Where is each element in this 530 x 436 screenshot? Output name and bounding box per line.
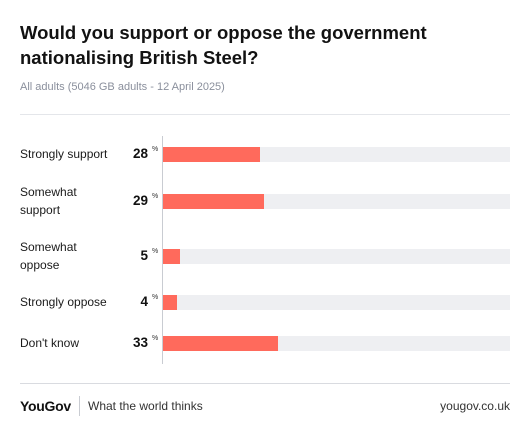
- bar-track: [163, 146, 510, 162]
- footer-tagline: What the world thinks: [88, 399, 203, 413]
- bar-track: [163, 335, 510, 351]
- bar: [163, 146, 261, 162]
- top-divider: [20, 114, 510, 115]
- bar-track: [163, 248, 510, 264]
- bar-row: Somewhat support 29%: [0, 181, 530, 221]
- bar-row: Strongly support 28%: [0, 134, 530, 174]
- category-label: Somewhat support: [20, 185, 77, 217]
- yougov-logo: YouGov: [20, 398, 71, 414]
- category-label: Somewhat oppose: [20, 240, 77, 272]
- chart-subtitle: All adults (5046 GB adults - 12 April 20…: [20, 81, 225, 93]
- bar-row: Don't know 33%: [0, 323, 530, 363]
- percent-sign: %: [152, 146, 159, 153]
- value-label: 33: [132, 335, 148, 350]
- footer-site-link[interactable]: yougov.co.uk: [440, 399, 510, 413]
- bar-row: Somewhat oppose 5%: [0, 236, 530, 276]
- chart-title: Would you support or oppose the governme…: [20, 22, 427, 68]
- percent-sign: %: [152, 335, 159, 342]
- bar-track: [163, 193, 510, 209]
- y-axis-line: [162, 136, 163, 364]
- category-label: Don't know: [20, 336, 79, 350]
- percent-sign: %: [152, 248, 159, 255]
- footer-divider: [20, 383, 510, 384]
- footer-separator: [79, 396, 80, 416]
- value-label: 29: [132, 193, 148, 208]
- category-label: Strongly oppose: [20, 295, 107, 309]
- category-label: Strongly support: [20, 147, 108, 161]
- bar: [163, 294, 177, 310]
- bar-row: Strongly oppose 4%: [0, 282, 530, 322]
- value-label: 5: [140, 248, 148, 263]
- percent-sign: %: [152, 193, 159, 200]
- percent-sign: %: [152, 294, 159, 301]
- bar: [163, 193, 264, 209]
- value-label: 4: [140, 294, 148, 309]
- bar: [163, 335, 278, 351]
- bar: [163, 248, 181, 264]
- bar-track: [163, 294, 510, 310]
- value-label: 28: [132, 146, 148, 161]
